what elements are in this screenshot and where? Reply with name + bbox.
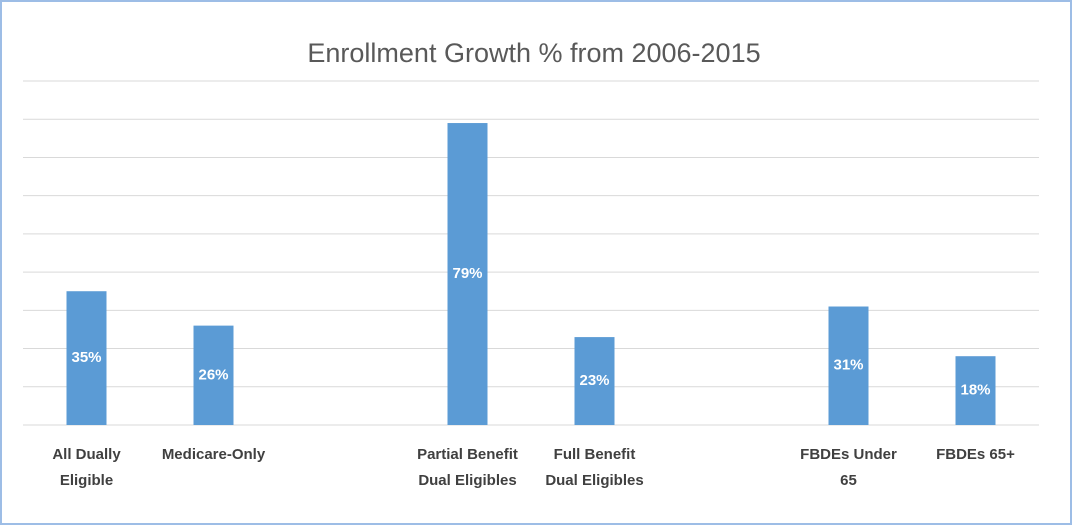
bar <box>574 337 615 425</box>
bar <box>193 325 234 425</box>
x-tick-label: FBDEs 65+ <box>936 446 1015 463</box>
x-tick-label: Medicare-Only <box>161 446 266 463</box>
chart-title: Enrollment Growth % from 2006-2015 <box>307 38 760 68</box>
bar <box>828 306 869 425</box>
x-tick-label: FBDEs Under 65 <box>800 446 897 489</box>
data-label: 31% <box>833 357 863 374</box>
data-label: 35% <box>71 349 101 366</box>
data-label: 79% <box>452 265 482 282</box>
data-label: 26% <box>198 366 228 383</box>
bar <box>66 291 107 425</box>
x-tick-label: Full Benefit Dual Eligibles <box>545 446 644 489</box>
x-tick-label: Partial Benefit Dual Eligibles <box>417 446 518 489</box>
x-tick-label: All Dually Eligible <box>52 446 121 489</box>
data-label: 18% <box>960 382 990 399</box>
bar <box>447 123 488 426</box>
bar <box>955 356 996 425</box>
data-label: 23% <box>579 372 609 389</box>
